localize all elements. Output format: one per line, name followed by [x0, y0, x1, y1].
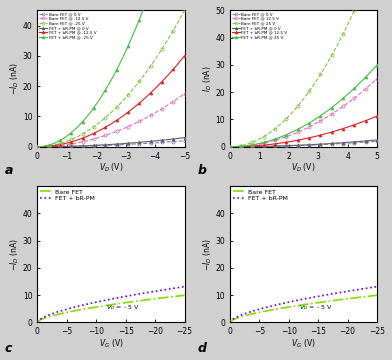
Legend: Bare FET, FET + bR-PM: Bare FET, FET + bR-PM [232, 188, 289, 203]
Legend: Bare FET @ 0 V, Bare FET @ 12.5 V, Bare FET @ 25 V, FET + bR-PM @ 0 V, FET + bR-: Bare FET @ 0 V, Bare FET @ 12.5 V, Bare … [231, 12, 288, 40]
Legend: Bare FET, FET + bR-PM: Bare FET, FET + bR-PM [39, 188, 96, 203]
Text: b: b [198, 164, 207, 177]
X-axis label: $V_D$ (V): $V_D$ (V) [291, 162, 316, 175]
Text: a: a [5, 164, 13, 177]
Text: d: d [198, 342, 207, 355]
Y-axis label: $I_D$ (nA): $I_D$ (nA) [201, 66, 214, 92]
Y-axis label: $-I_D$ (nA): $-I_D$ (nA) [9, 238, 21, 271]
Legend: Bare FET @ 0 V, Bare FET @ -12.5 V, Bare FET @ -25 V, FET + bR-PM @ 0 V, FET + b: Bare FET @ 0 V, Bare FET @ -12.5 V, Bare… [38, 12, 96, 40]
Y-axis label: $-I_D$ (nA): $-I_D$ (nA) [9, 62, 21, 95]
Text: $V_D$ = - 5 V: $V_D$ = - 5 V [106, 303, 140, 312]
Text: $V_D$ = - 5 V: $V_D$ = - 5 V [299, 303, 332, 312]
X-axis label: $V_D$ (V): $V_D$ (V) [99, 162, 123, 175]
X-axis label: $V_G$ (V): $V_G$ (V) [291, 338, 316, 350]
Text: c: c [5, 342, 12, 355]
X-axis label: $V_G$ (V): $V_G$ (V) [99, 338, 123, 350]
Y-axis label: $-I_D$ (nA): $-I_D$ (nA) [201, 238, 214, 271]
